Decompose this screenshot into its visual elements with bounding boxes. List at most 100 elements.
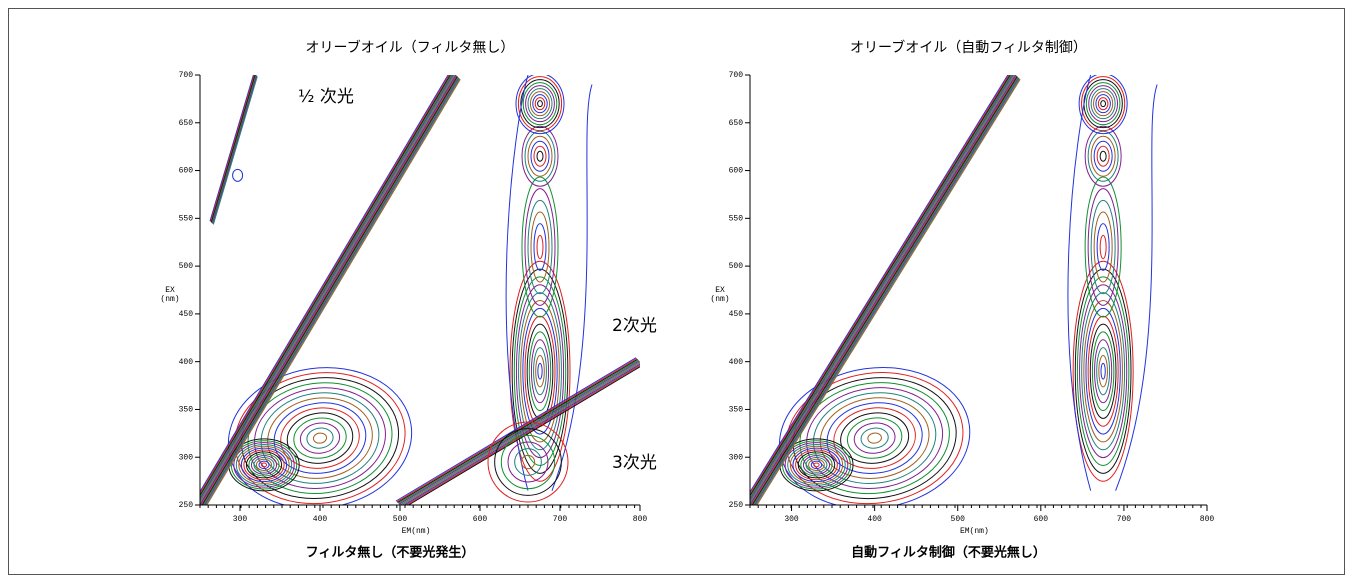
x-tick-label: 700 <box>1117 515 1132 524</box>
contour-line <box>1100 235 1106 258</box>
y-tick-label: 250 <box>179 501 194 510</box>
contour-line <box>521 301 560 442</box>
contour-line <box>845 415 905 462</box>
y-tick-label: 600 <box>179 167 194 176</box>
contour-line <box>298 421 341 456</box>
y-tick-label: 350 <box>179 406 194 415</box>
x-tick-label: 300 <box>233 515 248 524</box>
contour-line <box>201 76 457 506</box>
contour-line <box>1084 80 1122 128</box>
contour-line <box>204 79 460 509</box>
y-tick-label: 550 <box>729 214 744 223</box>
contour-line <box>508 442 548 482</box>
y-axis-label: (nm) <box>160 295 179 304</box>
contour-line <box>1099 356 1108 387</box>
contour-line <box>291 415 349 462</box>
y-tick-label: 450 <box>179 310 194 319</box>
x-axis-label: EM(nm) <box>960 527 989 536</box>
contour-line <box>860 426 890 450</box>
contour-line <box>748 73 1014 503</box>
contour-line <box>211 74 255 222</box>
contour-line <box>211 74 255 222</box>
contour-line <box>522 177 558 317</box>
contour-line <box>210 73 254 221</box>
figure: 250 300 350 400 450 500 550 600 650 700 300 400 500 6… <box>0 0 1353 579</box>
contour-line <box>754 79 1020 509</box>
contour-line <box>745 70 1011 500</box>
chart-title: オリーブオイル（自動フィルタ制御） <box>850 39 1087 56</box>
contour-line <box>1088 131 1118 181</box>
contour-line <box>1085 177 1121 317</box>
y-axis-label: EX <box>165 286 175 295</box>
y-tick-label: 700 <box>179 71 194 80</box>
contour-line <box>204 79 460 509</box>
contour-line <box>270 397 371 479</box>
contour-line <box>213 76 257 224</box>
contour-line <box>1097 146 1109 166</box>
y-tick-label: 500 <box>729 262 744 271</box>
contour-line <box>313 432 327 444</box>
y-tick-label: 550 <box>179 214 194 223</box>
y-tick-label: 350 <box>729 406 744 415</box>
contour-line <box>1084 301 1123 442</box>
contour-line <box>785 443 848 488</box>
x-tick-label: 300 <box>784 515 799 524</box>
contour-line <box>402 363 642 506</box>
contour-line <box>236 444 291 485</box>
annotation: 2次光 <box>612 316 657 336</box>
y-axis-label: (nm) <box>710 295 729 304</box>
x-tick-label: 500 <box>393 515 408 524</box>
contour-line <box>538 101 543 107</box>
contour-line <box>213 76 257 224</box>
contour-line <box>746 71 1012 501</box>
contour-line <box>234 443 294 488</box>
chart-title: オリーブオイル（フィルタ無し） <box>306 39 515 56</box>
contour-line <box>749 74 1015 504</box>
x-tick-label: 800 <box>633 515 648 524</box>
caption: 自動フィルタ制御（不要光無し） <box>851 545 1046 561</box>
y-tick-label: 300 <box>179 453 194 462</box>
contour-line <box>306 426 335 449</box>
contour-line <box>525 189 555 306</box>
contour-line <box>751 76 1017 506</box>
y-tick-label: 700 <box>729 71 744 80</box>
y-tick-label: 650 <box>729 119 744 128</box>
contour-line <box>219 356 421 520</box>
contour-line <box>803 456 829 475</box>
x-tick-label: 500 <box>951 515 966 524</box>
contour-line <box>788 444 845 485</box>
contour-line <box>1101 363 1105 379</box>
x-tick-label: 800 <box>1200 515 1215 524</box>
contour-line <box>1092 332 1113 411</box>
contour-line <box>752 77 1018 507</box>
caption: フィルタ無し（不要光発生） <box>306 545 475 561</box>
contour-line <box>538 363 542 379</box>
contour-line <box>1091 136 1115 176</box>
contour-line <box>528 89 552 119</box>
y-tick-label: 300 <box>729 453 744 462</box>
contour-line <box>837 409 912 468</box>
contour-line <box>537 235 543 258</box>
contour-line <box>770 355 979 520</box>
contour-line <box>1097 224 1109 271</box>
contour-line <box>814 463 819 467</box>
contour-line <box>233 169 243 181</box>
contour-line <box>400 362 640 505</box>
x-tick-label: 400 <box>867 515 882 524</box>
y-axis-label: EX <box>715 286 725 295</box>
contour-line <box>196 71 452 501</box>
contour-line <box>518 77 561 131</box>
x-axis-label: EM(nm) <box>402 527 431 536</box>
y-tick-label: 650 <box>179 119 194 128</box>
contour-line <box>1088 189 1118 306</box>
y-tick-label: 400 <box>729 358 744 367</box>
contours <box>745 70 1157 521</box>
contour-line <box>1098 98 1108 110</box>
contour-line <box>495 429 562 496</box>
contour-line <box>751 76 1017 506</box>
contour-line <box>536 356 545 387</box>
x-tick-label: 600 <box>1034 515 1049 524</box>
contour-line <box>534 146 546 166</box>
contour-line <box>537 151 543 161</box>
contour-line <box>201 76 457 506</box>
